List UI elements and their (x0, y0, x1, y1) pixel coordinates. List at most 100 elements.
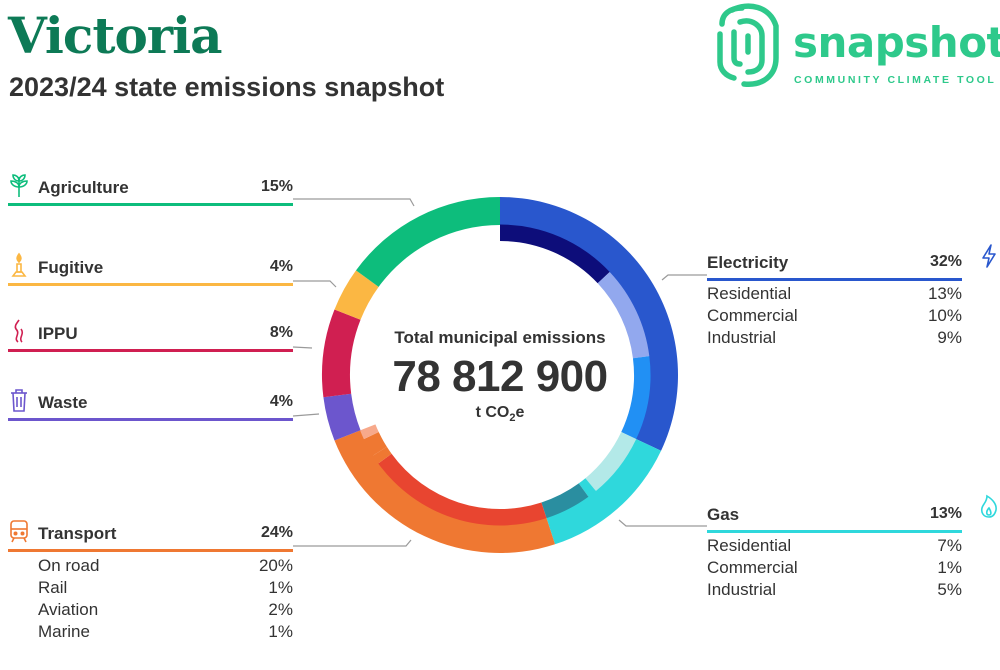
donut-slice-transport (334, 430, 556, 554)
donut-slice-waste (323, 393, 361, 441)
category-waste: Waste 4% (8, 389, 293, 423)
unit-subscript: 2 (509, 412, 516, 425)
leader-line-agriculture (293, 198, 415, 207)
item-label: Aviation (38, 600, 99, 619)
category-underline (8, 203, 293, 206)
category-label: Transport (38, 524, 117, 543)
donut-inner-gas-industrial (541, 483, 589, 519)
donut-slice-agriculture (355, 197, 500, 287)
category-underline (8, 418, 293, 421)
item-percent: 5% (937, 580, 962, 599)
bin-icon (11, 389, 27, 412)
donut-slices (322, 197, 678, 554)
item-percent: 10% (927, 306, 962, 325)
category-underline (707, 278, 962, 281)
snapshot-logo: snapshot COMMUNITY CLIMATE TOOL (712, 0, 1000, 95)
item-label: Residential (707, 536, 792, 555)
item-percent: 9% (937, 328, 962, 347)
item-label: Residential (707, 284, 792, 303)
category-underline (8, 549, 293, 552)
leader-line-waste (292, 413, 320, 417)
leader-line-transport (293, 539, 412, 547)
category-gas: Gas 13% (707, 494, 1000, 535)
item-percent: 13% (927, 284, 962, 303)
donut-inner-electricity-industrial (621, 356, 651, 440)
lightning-icon (982, 244, 996, 268)
category-agriculture: Agriculture 15% (8, 174, 293, 208)
flare-icon (11, 252, 27, 277)
category-transport: Transport 24% (8, 520, 293, 554)
category-label: Agriculture (38, 178, 129, 197)
total-label: Total municipal emissions (394, 328, 606, 347)
donut-inner-transport-aviation (363, 432, 387, 456)
item-label: Marine (38, 622, 90, 641)
transport-item-aviation: Aviation 2% (38, 600, 293, 622)
item-label: Industrial (707, 580, 776, 599)
donut-slice-gas (546, 438, 662, 545)
category-percent: 13% (929, 505, 962, 522)
item-label: Rail (38, 578, 68, 597)
train-icon (10, 520, 28, 543)
flame-icon (980, 494, 997, 518)
donut-inner-transport-marine (360, 424, 379, 440)
category-percent: 24% (260, 524, 293, 541)
item-percent: 20% (258, 556, 293, 575)
category-label: Electricity (707, 253, 789, 272)
category-label: Fugitive (38, 258, 104, 277)
page-subtitle: 2023/24 state emissions snapshot (9, 72, 445, 102)
electricity-item-industrial: Industrial 9% (707, 328, 962, 350)
smoke-icon (14, 319, 24, 343)
gas-item-industrial: Industrial 5% (707, 580, 962, 602)
category-percent: 4% (269, 258, 293, 275)
page-title: Victoria (8, 6, 223, 65)
item-label: Commercial (707, 306, 798, 325)
fingerprint-logo-icon (717, 3, 779, 87)
donut-inner-transport-rail (372, 446, 392, 464)
donut-slice-fugitive (334, 270, 379, 320)
leader-lines (292, 198, 707, 547)
donut-inner-gas-residential (585, 432, 637, 491)
category-electricity: Electricity 32% (707, 244, 1000, 283)
donut-inner-transport-on-road (378, 453, 547, 526)
transport-item-marine: Marine 1% (38, 622, 293, 644)
item-percent: 1% (937, 558, 962, 577)
donut-slice-electricity (500, 197, 678, 451)
item-percent: 2% (268, 600, 293, 619)
transport-item-on-road: On road 20% (38, 556, 293, 578)
category-percent: 8% (269, 324, 293, 341)
category-percent: 4% (269, 393, 293, 410)
donut-inner-electricity-residential (500, 224, 610, 284)
leader-line-fugitive (293, 280, 337, 288)
donut-slice-ippu (322, 309, 361, 398)
donut-inner-electricity-commercial (597, 271, 650, 359)
category-underline (8, 283, 293, 286)
item-label: Commercial (707, 558, 798, 577)
logo-wordmark: snapshot (793, 18, 1000, 67)
item-percent: 7% (937, 536, 962, 555)
transport-item-rail: Rail 1% (38, 578, 293, 600)
category-percent: 32% (929, 253, 962, 270)
category-label: Gas (707, 505, 740, 524)
electricity-item-residential: Residential 13% (707, 284, 962, 306)
category-underline (8, 349, 293, 352)
item-percent: 1% (268, 578, 293, 597)
category-percent: 15% (260, 178, 293, 195)
donut-inner-gas-commercial (578, 478, 596, 497)
total-value: 78 812 900 (392, 352, 608, 401)
electricity-item-commercial: Commercial 10% (707, 306, 962, 328)
unit-tail: e (515, 404, 525, 421)
unit-main: t CO (475, 404, 510, 421)
leader-line-electricity (661, 274, 707, 281)
gas-item-residential: Residential 7% (707, 536, 962, 558)
category-ippu: IPPU 8% (8, 319, 293, 354)
leader-line-gas (618, 519, 707, 527)
category-fugitive: Fugitive 4% (8, 252, 293, 288)
category-underline (707, 530, 962, 533)
category-label: Waste (38, 393, 88, 412)
item-percent: 1% (268, 622, 293, 641)
category-label: IPPU (38, 324, 78, 343)
item-label: Industrial (707, 328, 776, 347)
total-unit: t CO2e (400, 404, 600, 424)
gas-item-commercial: Commercial 1% (707, 558, 962, 580)
